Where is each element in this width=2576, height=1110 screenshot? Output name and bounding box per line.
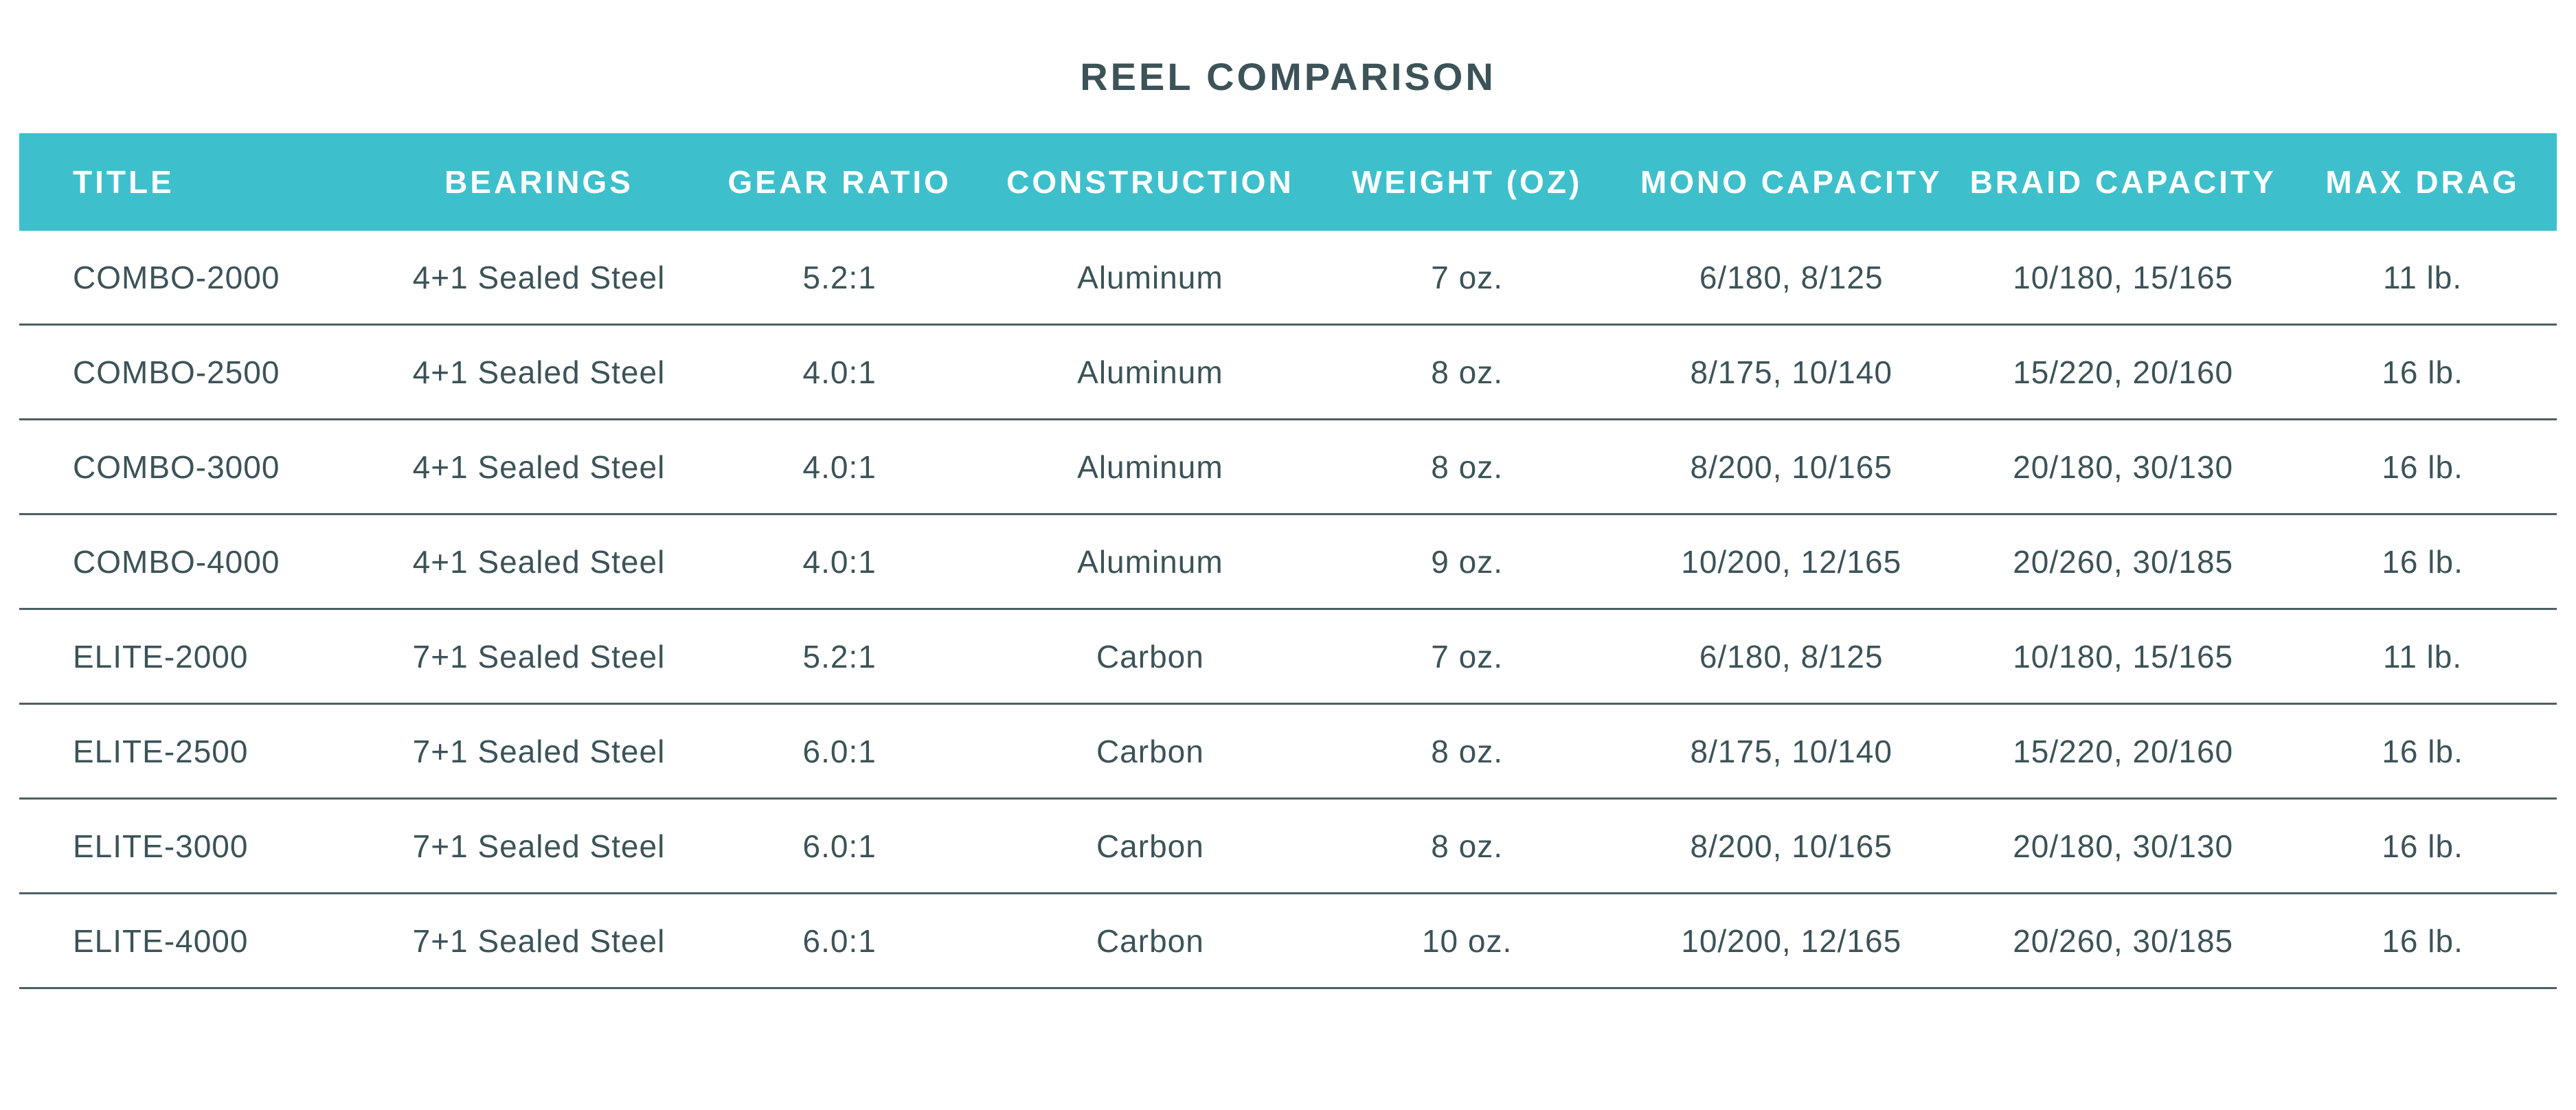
table-cell: 8 oz.: [1309, 798, 1625, 894]
table-row: ELITE-2000 7+1 Sealed Steel 5.2:1 Carbon 7 o…: [19, 609, 2557, 705]
table-row: ELITE-2500 7+1 Sealed Steel 6.0:1 Carbon 8 o…: [19, 703, 2557, 800]
table-cell: ELITE-2500: [19, 703, 390, 800]
table-cell: 10/180, 15/165: [1958, 609, 2289, 705]
table-cell: 20/260, 30/185: [1958, 514, 2289, 610]
column-header-braid-capacity: BRAID CAPACITY: [1958, 133, 2289, 231]
column-header-mono-capacity: MONO CAPACITY: [1625, 133, 1958, 231]
table-cell: 11 lb.: [2288, 231, 2557, 326]
table-cell: ELITE-3000: [19, 798, 390, 894]
table-cell: 20/260, 30/185: [1958, 893, 2289, 989]
table-cell: ELITE-2000: [19, 609, 390, 705]
table-cell: 4+1 Sealed Steel: [389, 231, 688, 326]
table-cell: 7 oz.: [1309, 609, 1625, 705]
table-header-row: TITLE BEARINGS GEAR RATIO CONSTRUCTION WEIGH…: [19, 133, 2557, 231]
table-cell: 8/200, 10/165: [1625, 798, 1958, 894]
table-cell: 16 lb.: [2288, 798, 2557, 894]
page-title: REEL COMPARISON: [1080, 55, 1496, 98]
table-cell: 4.0:1: [688, 419, 991, 515]
table-cell: 6.0:1: [688, 703, 991, 800]
table-cell: 11 lb.: [2288, 609, 2557, 705]
table-cell: 8 oz.: [1309, 419, 1625, 515]
table-cell: 8 oz.: [1309, 324, 1625, 420]
column-header-bearings: BEARINGS: [389, 133, 688, 231]
table-cell: 6.0:1: [688, 893, 991, 989]
table-cell: 10 oz.: [1309, 893, 1625, 989]
table-cell: 16 lb.: [2288, 324, 2557, 420]
table-cell: 8/175, 10/140: [1625, 703, 1958, 800]
table-cell: COMBO-2000: [19, 231, 390, 326]
table-cell: 7+1 Sealed Steel: [389, 609, 688, 705]
page: REEL COMPARISON TITLE BEARINGS GEAR RATIO C…: [0, 58, 2576, 989]
table-cell: 4+1 Sealed Steel: [389, 324, 688, 420]
table-cell: 10/200, 12/165: [1625, 514, 1958, 610]
table-cell: 16 lb.: [2288, 514, 2557, 610]
table-cell: Aluminum: [991, 419, 1309, 515]
table-cell: 16 lb.: [2288, 893, 2557, 989]
table-row: COMBO-4000 4+1 Sealed Steel 4.0:1 Aluminum 9…: [19, 514, 2557, 610]
column-header-gear-ratio: GEAR RATIO: [688, 133, 991, 231]
table-cell: Carbon: [991, 703, 1309, 800]
table-header: TITLE BEARINGS GEAR RATIO CONSTRUCTION WEIGH…: [19, 133, 2557, 231]
table-cell: 6.0:1: [688, 798, 991, 894]
table-cell: 15/220, 20/160: [1958, 703, 2289, 800]
table-cell: 20/180, 30/130: [1958, 798, 2289, 894]
table-cell: COMBO-2500: [19, 324, 390, 420]
column-header-construction: CONSTRUCTION: [991, 133, 1309, 231]
table-cell: Carbon: [991, 609, 1309, 705]
table-cell: 16 lb.: [2288, 703, 2557, 800]
table-cell: 7+1 Sealed Steel: [389, 703, 688, 800]
table-cell: 8 oz.: [1309, 703, 1625, 800]
table-cell: Aluminum: [991, 231, 1309, 326]
column-header-weight-oz: WEIGHT (OZ): [1309, 133, 1625, 231]
table-cell: 8/200, 10/165: [1625, 419, 1958, 515]
column-header-max-drag: MAX DRAG: [2288, 133, 2557, 231]
table-cell: 7+1 Sealed Steel: [389, 893, 688, 989]
table-cell: 8/175, 10/140: [1625, 324, 1958, 420]
table-cell: 20/180, 30/130: [1958, 419, 2289, 515]
table-cell: 15/220, 20/160: [1958, 324, 2289, 420]
table-row: COMBO-2000 4+1 Sealed Steel 5.2:1 Aluminum 7…: [19, 231, 2557, 326]
table-cell: Carbon: [991, 798, 1309, 894]
table-cell: COMBO-4000: [19, 514, 390, 610]
table-cell: 16 lb.: [2288, 419, 2557, 515]
table-cell: Carbon: [991, 893, 1309, 989]
table-cell: 7 oz.: [1309, 231, 1625, 326]
table-cell: 4.0:1: [688, 324, 991, 420]
table-cell: Aluminum: [991, 324, 1309, 420]
table-row: ELITE-3000 7+1 Sealed Steel 6.0:1 Carbon 8 o…: [19, 798, 2557, 894]
table-cell: 7+1 Sealed Steel: [389, 798, 688, 894]
table-cell: 6/180, 8/125: [1625, 609, 1958, 705]
table-body: COMBO-2000 4+1 Sealed Steel 5.2:1 Aluminum 7…: [19, 231, 2557, 989]
table-cell: Aluminum: [991, 514, 1309, 610]
table-row: COMBO-2500 4+1 Sealed Steel 4.0:1 Aluminum 8…: [19, 324, 2557, 420]
reel-comparison-table: TITLE BEARINGS GEAR RATIO CONSTRUCTION WEIGH…: [19, 133, 2557, 989]
table-row: COMBO-3000 4+1 Sealed Steel 4.0:1 Aluminum 8…: [19, 419, 2557, 515]
table-cell: 5.2:1: [688, 609, 991, 705]
table-cell: 10/180, 15/165: [1958, 231, 2289, 326]
table-cell: 4+1 Sealed Steel: [389, 514, 688, 610]
table-cell: 10/200, 12/165: [1625, 893, 1958, 989]
table-cell: 4.0:1: [688, 514, 991, 610]
table-cell: COMBO-3000: [19, 419, 390, 515]
table-cell: ELITE-4000: [19, 893, 390, 989]
column-header-title: TITLE: [19, 133, 390, 231]
table-cell: 4+1 Sealed Steel: [389, 419, 688, 515]
table-row: ELITE-4000 7+1 Sealed Steel 6.0:1 Carbon 10 …: [19, 893, 2557, 989]
table-cell: 9 oz.: [1309, 514, 1625, 610]
table-cell: 6/180, 8/125: [1625, 231, 1958, 326]
table-cell: 5.2:1: [688, 231, 991, 326]
